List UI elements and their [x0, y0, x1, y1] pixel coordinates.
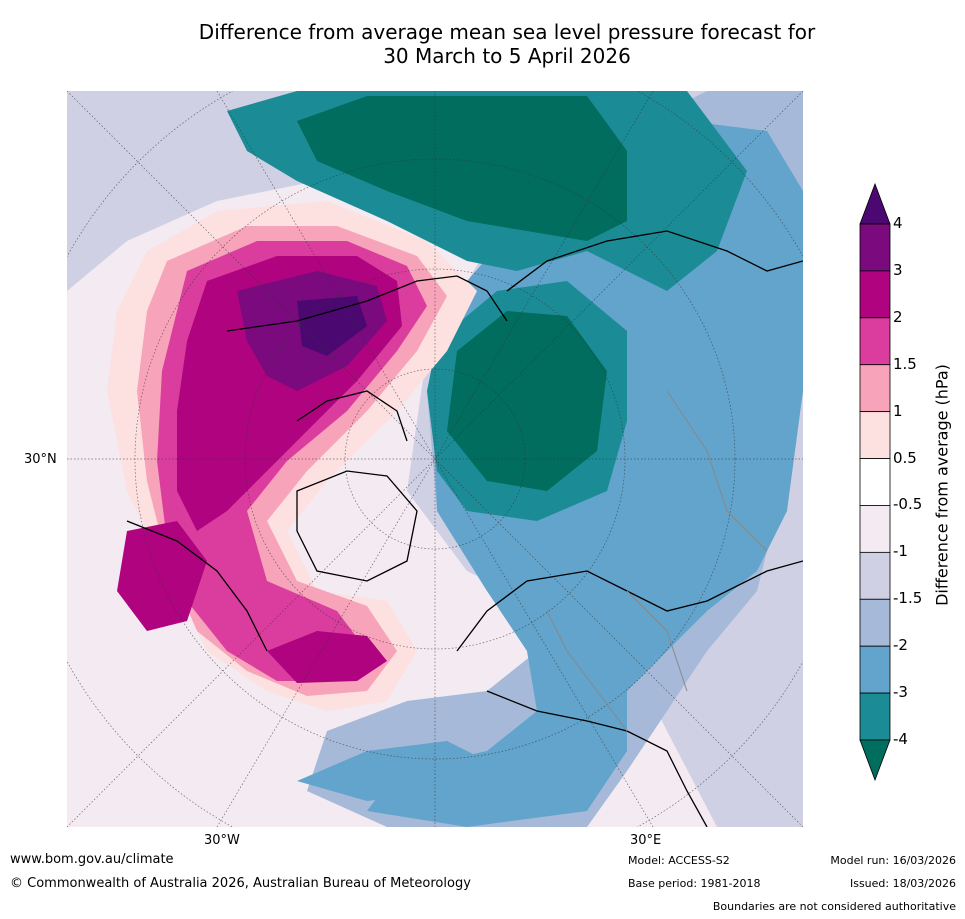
colorbar-arrow-top	[859, 182, 891, 225]
colorbar-tick-label: -4	[893, 730, 908, 748]
colorbar-tick-label: 1.5	[893, 354, 917, 373]
colorbar-tick-label: -1.5	[893, 589, 923, 608]
colorbar-band	[859, 598, 891, 647]
colorbar-tick-label: 2	[893, 307, 903, 326]
colorbar-tick-label: 4	[893, 214, 903, 232]
anomaly-field-neg3-south	[297, 741, 487, 801]
colorbar-band	[859, 223, 891, 272]
colorbar-tick-label: 0.5	[893, 448, 917, 467]
colorbar-tick-label: -0.5	[893, 495, 923, 514]
map-title: Difference from average mean sea level p…	[0, 20, 965, 68]
colorbar-band	[859, 505, 891, 553]
latitude-label-30n: 30°N	[24, 452, 57, 467]
colorbar-band	[859, 270, 891, 319]
colorbar-title: Difference from average (hPa)	[932, 364, 952, 606]
anomaly-field-pos2-southwest	[117, 521, 207, 631]
coastlines	[126, 230, 803, 827]
anomaly-field-neg4-plus-north	[297, 96, 627, 241]
colorbar-band	[859, 317, 891, 366]
colorbar-band	[859, 458, 891, 506]
anomaly-field-pos4-west	[297, 296, 367, 356]
footer-model-run: Model run: 16/03/2026	[830, 854, 956, 867]
longitude-label-30w: 30°W	[204, 833, 240, 848]
footer-website: www.bom.gov.au/climate	[10, 852, 174, 867]
anomaly-field-pos2-south	[267, 631, 387, 683]
footer-copyright: © Commonwealth of Australia 2026, Austra…	[10, 876, 471, 891]
colorbar-arrow-bottom	[859, 739, 891, 782]
colorbar-tick-label: -3	[893, 683, 908, 702]
colorbar	[859, 182, 891, 782]
graticule-lines	[67, 91, 803, 827]
colorbar-tick-label: -2	[893, 636, 908, 655]
colorbar-tick-label: -1	[893, 542, 908, 561]
colorbar-band	[859, 692, 891, 741]
footer-model: Model: ACCESS-S2	[628, 854, 730, 867]
title-line-1: Difference from average mean sea level p…	[198, 20, 816, 44]
colorbar-band	[859, 645, 891, 694]
longitude-label-30e: 30°E	[630, 833, 662, 848]
title-line-2: 30 March to 5 April 2026	[383, 44, 631, 68]
colorbar-tick-label: 3	[893, 260, 903, 279]
colorbar-tick-label: 1	[893, 401, 903, 420]
anomaly-field-neg4-plus-central	[447, 311, 607, 491]
footer-issued: Issued: 18/03/2026	[849, 877, 956, 890]
colorbar-band	[859, 364, 891, 413]
country-borders	[546, 390, 768, 732]
colorbar-band	[859, 411, 891, 459]
colorbar-band	[859, 551, 891, 600]
footer-disclaimer: Boundaries are not considered authoritat…	[712, 900, 956, 913]
pressure-anomaly-map	[67, 91, 803, 827]
footer-base-period: Base period: 1981-2018	[628, 877, 761, 890]
